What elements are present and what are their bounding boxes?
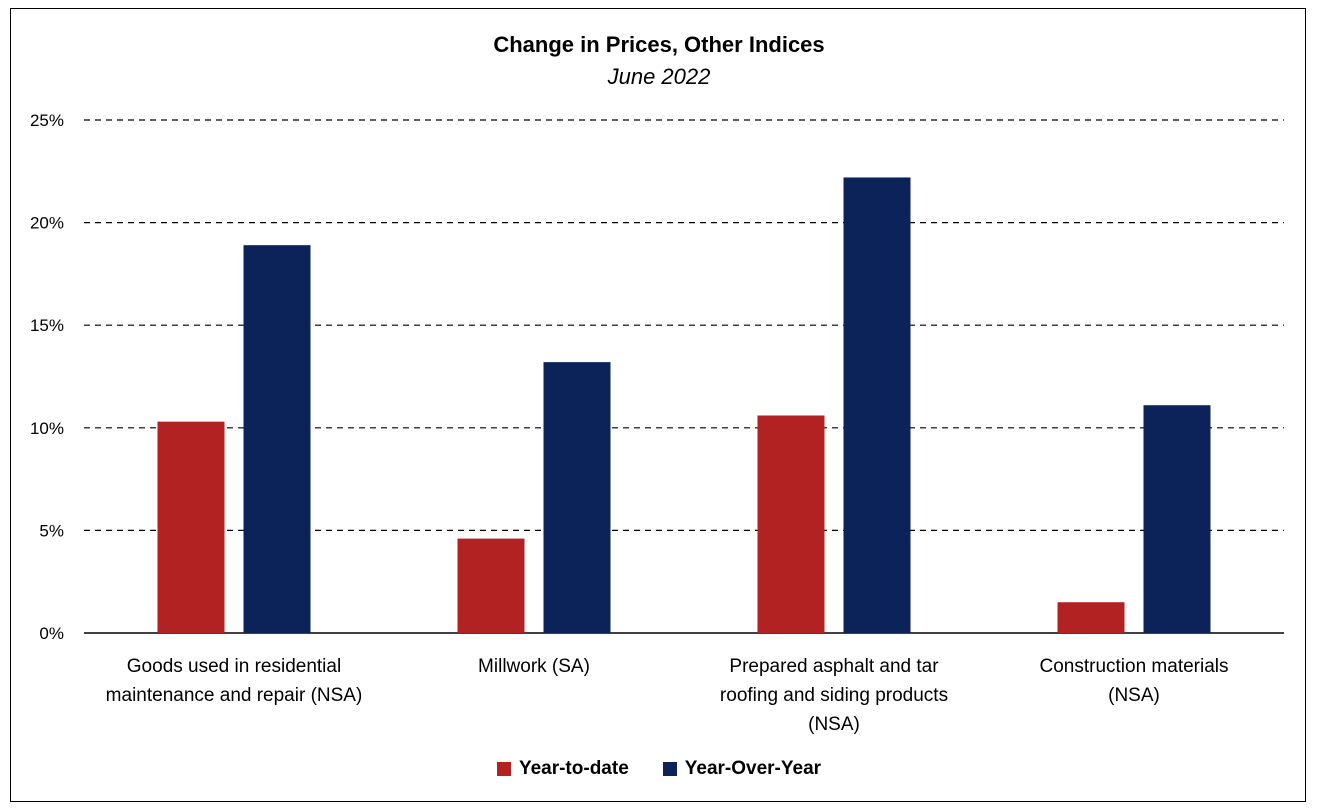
x-tick-label: (NSA) [808,714,860,735]
legend-label-yoy: Year-Over-Year [684,758,822,779]
x-tick-label: Construction materials [1039,656,1228,677]
legend-item-ytd: Year-to-date [496,758,629,780]
bar-ytd [457,538,525,633]
legend-swatch-ytd [496,762,511,776]
legend-label-ytd: Year-to-date [518,758,629,779]
y-axis-ticks: 0% 5% 10% 15% 20% 25% [30,111,64,643]
x-tick-label: roofing and siding products [720,685,948,706]
legend: Year-to-date Year-Over-Year [0,758,1318,780]
y-tick-label: 5% [39,521,64,540]
x-tick-label: Prepared asphalt and tar [729,656,939,677]
x-tick-label: Millwork (SA) [478,656,590,677]
legend-item-yoy: Year-Over-Year [662,758,822,780]
x-tick-label: (NSA) [1108,685,1160,706]
y-tick-label: 10% [30,419,64,438]
bar-yoy [843,177,911,633]
bar-ytd [757,415,825,633]
bar-ytd [157,421,225,633]
bar-yoy [1143,405,1211,633]
legend-swatch-yoy [662,762,677,776]
x-axis-labels: Goods used in residential maintenance and… [106,656,1229,735]
x-tick-label: maintenance and repair (NSA) [106,685,363,706]
x-tick-label: Goods used in residential [127,656,341,677]
chart-subtitle: June 2022 [607,64,711,89]
y-tick-label: 25% [30,111,64,130]
bars [157,177,1211,633]
bar-yoy [243,245,311,633]
chart-frame [10,8,1306,802]
y-tick-label: 15% [30,316,64,335]
y-tick-label: 0% [39,624,64,643]
y-tick-label: 20% [30,214,64,233]
bar-yoy [543,362,611,633]
chart-title: Change in Prices, Other Indices [493,32,825,57]
bar-ytd [1057,602,1125,633]
